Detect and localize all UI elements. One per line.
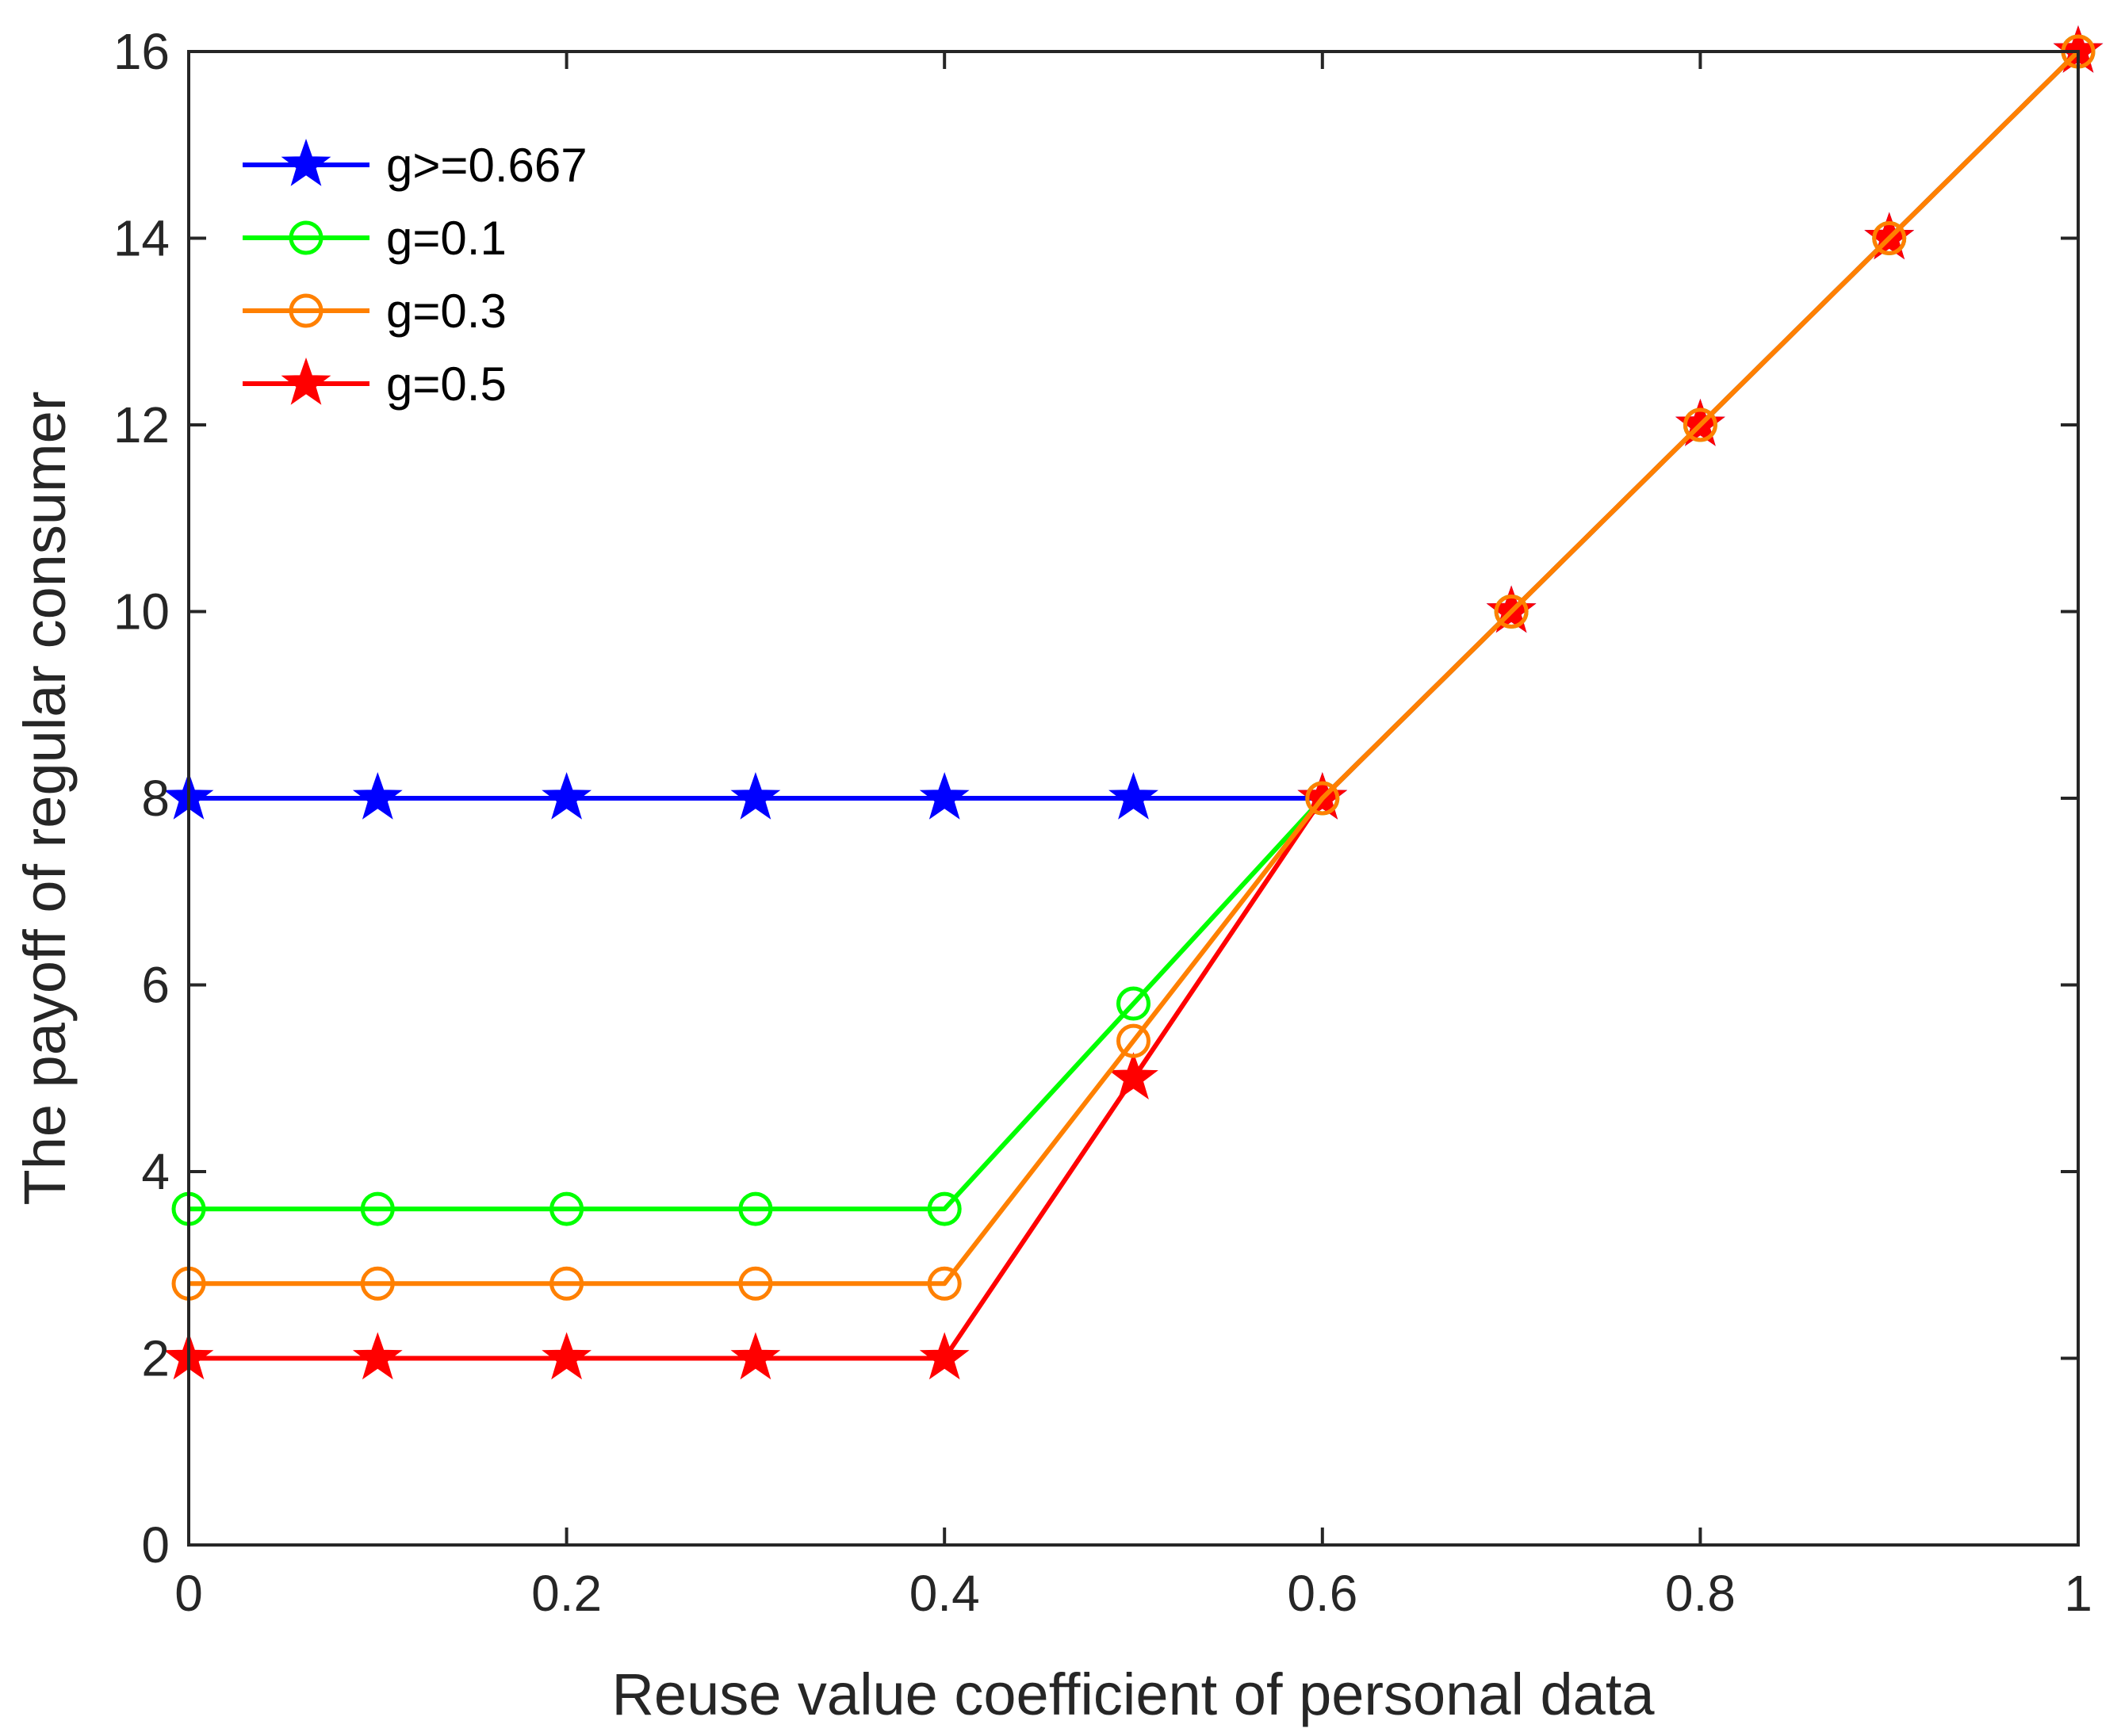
data-point xyxy=(919,771,970,820)
series-line xyxy=(189,49,2081,1287)
x-tick-label: 0 xyxy=(174,1565,203,1622)
legend-marker xyxy=(281,357,331,405)
data-point xyxy=(730,771,781,820)
data-point xyxy=(1683,407,1717,442)
data-point xyxy=(1494,595,1529,629)
data-point xyxy=(927,1191,962,1226)
y-tick-label: 12 xyxy=(113,396,170,453)
legend-item: g>=0.667 xyxy=(243,138,588,192)
legend-label: g=0.1 xyxy=(386,212,507,265)
legend-item: g=0.1 xyxy=(243,212,507,265)
data-point xyxy=(352,1332,403,1380)
x-tick-label: 0.6 xyxy=(1287,1565,1357,1622)
data-point xyxy=(542,1332,592,1380)
data-point xyxy=(549,1266,584,1301)
legend-marker xyxy=(289,293,324,328)
data-point xyxy=(1116,1023,1150,1058)
y-axis-title: The payoff of regular consumer xyxy=(12,392,78,1206)
plot-frame xyxy=(187,50,2080,1547)
data-point xyxy=(738,1266,773,1301)
x-tick-label: 0.8 xyxy=(1665,1565,1736,1622)
data-point xyxy=(360,1266,395,1301)
legend-item: g=0.5 xyxy=(243,357,507,411)
data-point xyxy=(927,1266,962,1301)
data-point xyxy=(1116,986,1150,1021)
x-tick-label: 1 xyxy=(2064,1565,2092,1622)
legend: g>=0.667 g=0.1 g=0.3 g=0.5 xyxy=(243,138,588,411)
y-tick-label: 2 xyxy=(141,1330,170,1387)
data-point xyxy=(1108,1052,1158,1099)
plot-series xyxy=(163,25,2104,1380)
x-tick-label: 0.2 xyxy=(531,1565,602,1622)
legend-label: g>=0.667 xyxy=(386,139,588,192)
data-point xyxy=(549,1191,584,1226)
y-tick-label: 14 xyxy=(113,210,170,267)
x-axis-title: Reuse value coefficient of personal data xyxy=(611,1661,1655,1727)
data-point xyxy=(730,1332,781,1380)
series-g-0-3 xyxy=(171,34,2096,1301)
data-point xyxy=(542,771,592,820)
data-point xyxy=(919,1332,970,1380)
data-point xyxy=(360,1191,395,1226)
y-tick-label: 8 xyxy=(141,770,170,827)
y-tick-label: 4 xyxy=(141,1143,170,1200)
legend-item: g=0.3 xyxy=(243,285,507,338)
legend-marker xyxy=(281,138,331,186)
legend-label: g=0.3 xyxy=(386,285,507,338)
y-tick-label: 6 xyxy=(141,957,170,1014)
y-tick-label: 10 xyxy=(113,583,170,640)
legend-marker xyxy=(289,220,324,255)
data-point xyxy=(352,771,403,820)
data-point xyxy=(1305,781,1340,816)
y-tick-label: 16 xyxy=(113,23,170,80)
data-point xyxy=(1872,221,1907,255)
legend-label: g=0.5 xyxy=(386,358,507,411)
data-point xyxy=(1108,771,1158,820)
y-tick-label: 0 xyxy=(141,1516,170,1573)
x-tick-label: 0.4 xyxy=(909,1565,980,1622)
data-point xyxy=(738,1191,773,1226)
